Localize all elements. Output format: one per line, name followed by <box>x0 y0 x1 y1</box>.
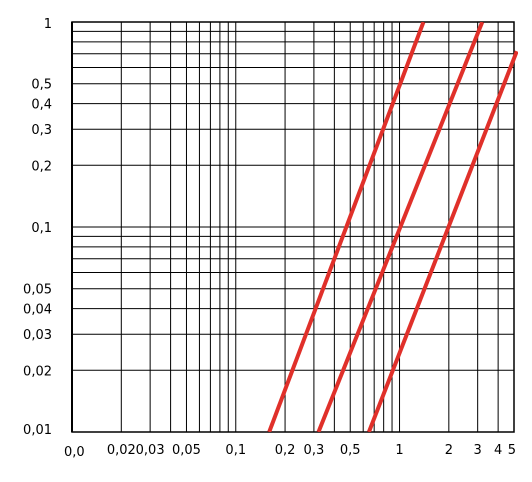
x-tick-labels: 0,0 0,02 0,03 0,05 0,1 0,2 0,3 0,5 1 2 3 4 5 <box>64 443 516 460</box>
x-tick-label: 3 <box>474 443 482 458</box>
x-tick-label: 0,1 <box>225 443 246 458</box>
y-tick-label: 0,2 <box>31 159 52 174</box>
x-tick-label: 5 <box>508 443 516 458</box>
series-line-1 <box>267 22 426 432</box>
y-tick-label: 0,3 <box>31 123 52 138</box>
series-line-3 <box>367 50 518 432</box>
y-tick-label: 0,5 <box>31 78 52 93</box>
series-line-2 <box>316 22 485 432</box>
x-tick-label: 0,02 <box>107 443 136 458</box>
y-tick-label: 0,05 <box>23 283 52 298</box>
y-tick-label: 0,03 <box>23 328 52 343</box>
y-tick-label: 0,1 <box>31 221 52 236</box>
y-tick-label: 0,4 <box>31 98 52 113</box>
x-tick-label: 0,3 <box>304 443 325 458</box>
series-group <box>267 22 518 432</box>
x-tick-label: 0,03 <box>136 443 165 458</box>
x-tick-label: 0,05 <box>172 443 201 458</box>
y-tick-label: 1 <box>44 17 52 32</box>
x-tick-label: 4 <box>494 443 502 458</box>
x-tick-label: 0,0 <box>64 445 85 460</box>
y-tick-label: 0,01 <box>23 423 52 438</box>
y-tick-labels: 0,01 0,02 0,03 0,04 0,05 0,1 0,2 0,3 0,4 0,5 1 <box>23 17 52 438</box>
x-tick-label: 1 <box>395 443 403 458</box>
x-tick-label: 0,5 <box>340 443 361 458</box>
x-tick-label: 0,2 <box>275 443 296 458</box>
y-tick-label: 0,02 <box>23 364 52 379</box>
y-tick-label: 0,04 <box>23 303 52 318</box>
x-tick-label: 2 <box>445 443 453 458</box>
